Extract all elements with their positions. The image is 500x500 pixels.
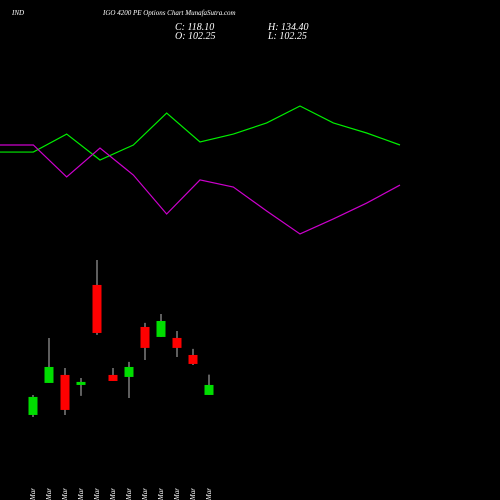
candle-body (92, 284, 102, 333)
candle-body (108, 374, 118, 381)
candle-body (124, 366, 134, 377)
candle-body (28, 396, 38, 415)
title: IGO 4200 PE Options Chart MunafaSutra.co… (102, 9, 236, 17)
x-tick-label: 11 Mar (125, 488, 133, 500)
candle-body (172, 337, 182, 348)
ohlc-low: L: 102.25 (267, 31, 307, 42)
indicator-line (0, 144, 401, 235)
ohlc-open: O: 102.25 (175, 31, 216, 42)
x-tick-label: 16 Mar (173, 488, 181, 500)
x-tick-label: 12 Mar (141, 488, 149, 500)
x-tick-label: 13 Mar (157, 488, 165, 500)
title: IND (11, 9, 24, 17)
x-tick-label: 02 Mar (29, 488, 37, 500)
candle-body (76, 381, 86, 385)
candle-body (140, 326, 150, 348)
candle-body (44, 366, 54, 383)
ohlc-close: C: 118.10 (175, 22, 214, 33)
x-tick-label: 09 Mar (93, 488, 101, 500)
x-tick-label: 10 Mar (109, 488, 117, 500)
x-tick-label: 18 Mar (205, 488, 213, 500)
candle-body (188, 354, 198, 364)
candle-body (156, 320, 166, 337)
candle-body (204, 384, 214, 395)
ohlc-high: H: 134.40 (267, 22, 309, 33)
x-tick-label: 04 Mar (45, 488, 53, 500)
x-tick-label: 17 Mar (189, 488, 197, 500)
x-tick-label: 05 Mar (61, 488, 69, 500)
candle-body (60, 374, 70, 410)
x-tick-label: 06 Mar (77, 488, 85, 500)
indicator-line (0, 105, 401, 161)
